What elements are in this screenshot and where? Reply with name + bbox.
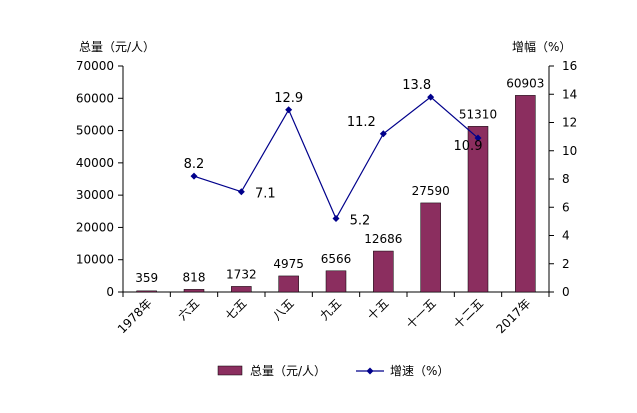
category-label: 十一五 bbox=[403, 296, 438, 331]
line-point bbox=[379, 130, 387, 138]
bar-value-label: 60903 bbox=[506, 76, 544, 90]
bar-value-label: 27590 bbox=[412, 184, 450, 198]
line-value-label: 8.2 bbox=[184, 157, 205, 172]
y-left-tick-label: 0 bbox=[106, 285, 114, 299]
category-label: 八五 bbox=[270, 296, 297, 323]
line-value-label: 13.8 bbox=[402, 78, 431, 93]
line-value-label: 12.9 bbox=[274, 91, 303, 106]
category-label: 1978年 bbox=[115, 296, 155, 336]
line-point bbox=[332, 215, 340, 223]
bar-value-label: 818 bbox=[183, 270, 206, 284]
y-left-tick-label: 60000 bbox=[76, 91, 114, 105]
bar bbox=[231, 286, 252, 293]
line-value-label: 10.9 bbox=[454, 139, 483, 154]
axes: 0 10000 20000 30000 40000 50000 60000 70000 总量（元… bbox=[76, 39, 577, 299]
line-point bbox=[427, 93, 435, 101]
bar-value-label: 1732 bbox=[226, 267, 257, 281]
line-series bbox=[190, 93, 482, 223]
category-label: 十二五 bbox=[451, 296, 486, 331]
bar-series bbox=[136, 95, 536, 293]
category-label: 九五 bbox=[317, 296, 344, 323]
category-label: 2017年 bbox=[493, 296, 533, 336]
category-labels: 1978年 六五 七五 八五 九五 十五 十一五 十二五 2017年 bbox=[115, 296, 534, 336]
y-left-tick-label: 50000 bbox=[76, 124, 114, 138]
category-label: 六五 bbox=[175, 296, 202, 323]
line-value-label: 7.1 bbox=[255, 187, 276, 202]
y-right-tick-label: 12 bbox=[562, 116, 577, 130]
bar bbox=[325, 270, 347, 293]
bar bbox=[467, 126, 489, 293]
y-right-tick-label: 0 bbox=[562, 285, 570, 299]
bar bbox=[373, 250, 394, 293]
bar bbox=[278, 275, 299, 293]
y-right-tick-label: 2 bbox=[562, 257, 570, 271]
legend-label-line: 增速（%） bbox=[390, 364, 449, 378]
line-value-label: 5.2 bbox=[350, 214, 371, 229]
y-left-tick-label: 40000 bbox=[76, 156, 114, 170]
category-label: 七五 bbox=[223, 296, 250, 323]
line-point bbox=[285, 106, 293, 114]
bar bbox=[183, 289, 205, 293]
legend-swatch-bar bbox=[217, 365, 243, 376]
y-right-tick-label: 16 bbox=[562, 59, 577, 73]
y-right-tick-label: 6 bbox=[562, 200, 570, 214]
y-left-tick-label: 20000 bbox=[76, 220, 114, 234]
legend: 总量（元/人） 增速（%） bbox=[217, 364, 449, 378]
y-right-tick-label: 4 bbox=[562, 229, 570, 243]
y-right-tick-label: 14 bbox=[562, 87, 577, 101]
growth-line bbox=[193, 96, 479, 220]
line-point bbox=[474, 134, 482, 142]
y-right-axis-title: 增幅（%） bbox=[512, 39, 571, 54]
bar bbox=[420, 202, 441, 293]
bar bbox=[136, 290, 157, 293]
bar-value-label: 359 bbox=[135, 271, 158, 285]
bar-value-label: 12686 bbox=[364, 232, 402, 246]
data-labels: 359 818 1732 4975 6566 12686 27590 51310 60903 8.… bbox=[135, 76, 544, 285]
bar-value-label: 6566 bbox=[321, 252, 352, 266]
y-left-tick-label: 70000 bbox=[76, 59, 114, 73]
category-label: 十五 bbox=[365, 296, 392, 323]
line-value-label: 11.2 bbox=[347, 115, 376, 130]
bar-value-label: 51310 bbox=[459, 107, 497, 121]
y-right-tick-label: 10 bbox=[562, 144, 577, 158]
line-point bbox=[190, 172, 198, 180]
line-point bbox=[237, 188, 245, 196]
legend-label-bar: 总量（元/人） bbox=[250, 364, 326, 378]
y-left-tick-label: 10000 bbox=[76, 253, 114, 267]
bar bbox=[515, 95, 536, 293]
y-right-tick-label: 8 bbox=[562, 172, 570, 186]
bar-value-label: 4975 bbox=[273, 257, 304, 271]
legend-swatch-marker bbox=[366, 367, 374, 375]
y-left-axis-title: 总量（元/人） bbox=[79, 40, 155, 54]
y-left-tick-label: 30000 bbox=[76, 188, 114, 202]
